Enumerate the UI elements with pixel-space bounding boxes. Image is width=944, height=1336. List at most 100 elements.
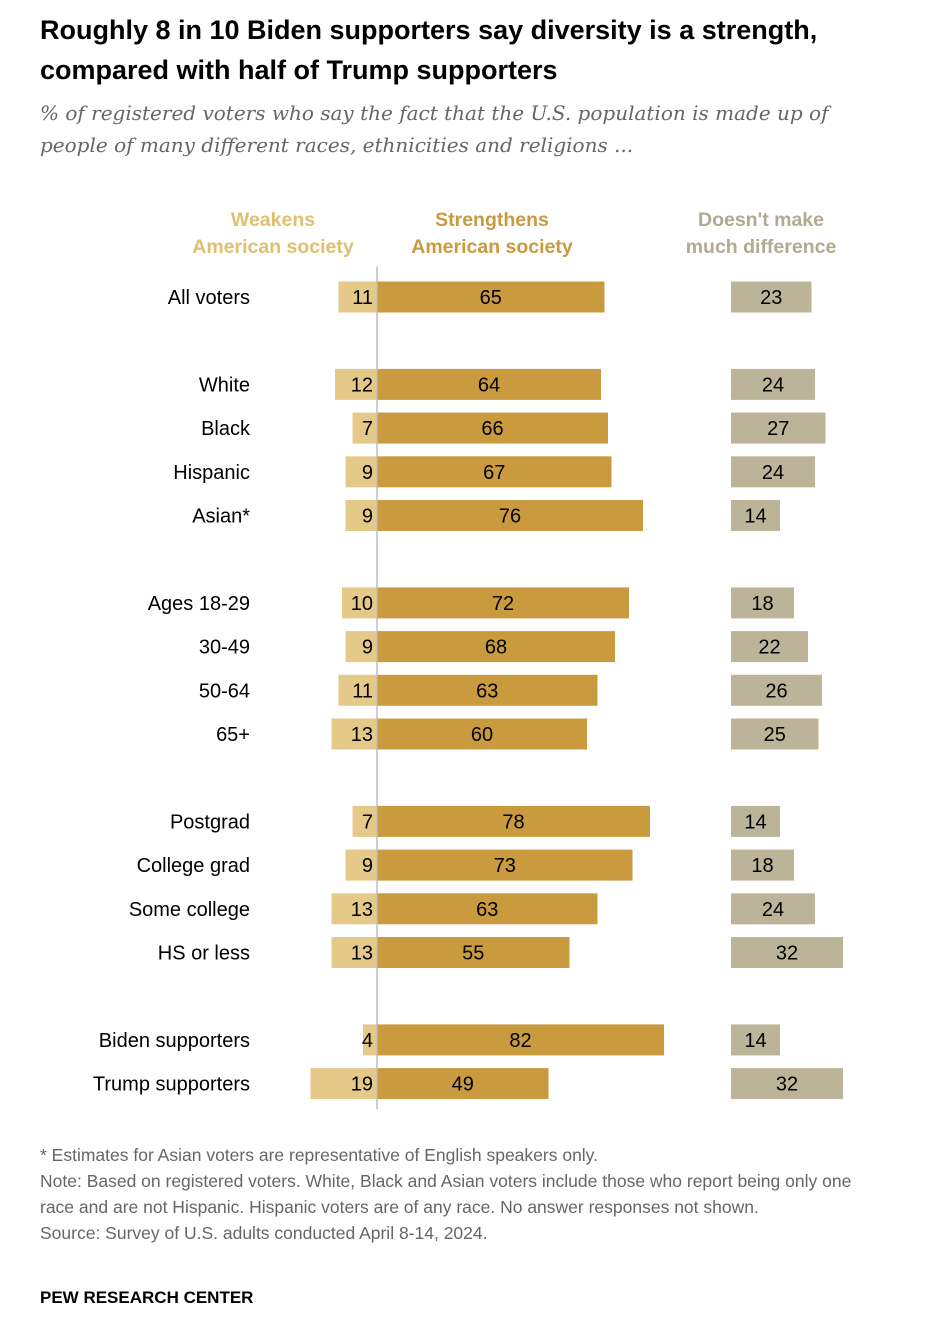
- row-label: White: [199, 374, 250, 396]
- value-label-no-difference: 25: [764, 724, 786, 746]
- bar-strengthens: [377, 937, 570, 968]
- chart-subtitle: % of registered voters who say the fact …: [40, 101, 829, 157]
- bar-strengthens: [377, 281, 605, 313]
- methodology-note: Note: Based on registered voters. White,…: [40, 1171, 852, 1217]
- value-label-no-difference: 14: [744, 506, 766, 528]
- row-label: Black: [201, 418, 251, 440]
- value-label-weakens: 9: [362, 855, 373, 877]
- value-label-no-difference: 18: [751, 855, 773, 877]
- value-label-strengthens: 72: [492, 593, 514, 615]
- bar-strengthens: [377, 456, 612, 488]
- bar-strengthens: [377, 849, 633, 881]
- bar-no-difference: [731, 587, 794, 619]
- row-label: 50-64: [199, 680, 250, 702]
- row-label: Postgrad: [170, 811, 250, 833]
- value-label-no-difference: 22: [758, 637, 780, 659]
- value-label-strengthens: 55: [462, 943, 484, 965]
- bar-strengthens: [377, 805, 650, 837]
- bar-weakens: [352, 805, 377, 837]
- chart-notes: * Estimates for Asian voters are represe…: [40, 1142, 870, 1246]
- bar-no-difference: [731, 805, 780, 837]
- bar-weakens: [331, 937, 377, 968]
- source-note: Source: Survey of U.S. adults conducted …: [40, 1223, 488, 1243]
- value-label-no-difference: 24: [762, 899, 784, 921]
- row-label: College grad: [137, 855, 250, 877]
- value-label-strengthens: 68: [485, 637, 507, 659]
- pew-research-center-logo: PEW RESEARCH CENTER: [40, 1288, 254, 1307]
- value-label-weakens: 11: [352, 287, 373, 309]
- value-label-no-difference: 32: [776, 943, 798, 965]
- value-label-no-difference: 26: [765, 680, 787, 702]
- row-label: 65+: [216, 724, 250, 746]
- value-label-strengthens: 63: [476, 680, 498, 702]
- chart-title: Roughly 8 in 10 Biden supporters say div…: [40, 15, 818, 85]
- row-label: 30-49: [199, 637, 250, 659]
- value-label-no-difference: 32: [776, 1074, 798, 1096]
- column-header-strengthens: Strengthens: [435, 209, 549, 231]
- row-label: Asian*: [192, 506, 250, 528]
- value-label-strengthens: 63: [476, 899, 498, 921]
- value-label-weakens: 7: [362, 811, 373, 833]
- bar-strengthens: [377, 1068, 549, 1100]
- row-label: Trump supporters: [93, 1074, 250, 1096]
- value-label-no-difference: 14: [744, 811, 766, 833]
- bar-strengthens: [377, 631, 615, 663]
- bar-no-difference: [731, 631, 808, 663]
- value-label-strengthens: 67: [483, 462, 505, 484]
- bar-weakens: [352, 412, 377, 444]
- value-label-strengthens: 78: [502, 811, 524, 833]
- value-label-no-difference: 14: [744, 1030, 766, 1052]
- value-label-strengthens: 65: [480, 287, 502, 309]
- bar-no-difference: [731, 368, 815, 400]
- value-label-weakens: 12: [351, 374, 373, 396]
- bar-weakens: [345, 631, 377, 663]
- value-label-strengthens: 82: [509, 1030, 531, 1052]
- bar-strengthens: [377, 718, 587, 750]
- row-label: Some college: [129, 899, 250, 921]
- bar-strengthens: [377, 412, 608, 444]
- bar-no-difference: [731, 849, 794, 881]
- value-label-weakens: 13: [351, 724, 373, 746]
- value-label-strengthens: 64: [478, 374, 500, 396]
- value-label-strengthens: 60: [471, 724, 493, 746]
- value-label-weakens: 19: [351, 1074, 373, 1096]
- bar-strengthens: [377, 893, 598, 925]
- value-label-weakens: 10: [351, 593, 373, 615]
- value-label-no-difference: 18: [751, 593, 773, 615]
- row-label: Biden supporters: [99, 1030, 250, 1052]
- value-label-weakens: 9: [362, 462, 373, 484]
- value-label-weakens: 9: [362, 506, 373, 528]
- value-label-no-difference: 27: [767, 418, 789, 440]
- bar-weakens: [331, 718, 377, 750]
- value-label-no-difference: 23: [760, 287, 782, 309]
- bar-weakens: [338, 674, 377, 706]
- bar-no-difference: [731, 281, 812, 313]
- bar-no-difference: [731, 456, 815, 488]
- row-label: Ages 18-29: [148, 593, 250, 615]
- bar-strengthens: [377, 674, 598, 706]
- value-label-weakens: 13: [351, 943, 373, 965]
- asterisk-note: * Estimates for Asian voters are represe…: [40, 1145, 599, 1165]
- value-label-no-difference: 24: [762, 374, 784, 396]
- value-label-weakens: 4: [362, 1030, 373, 1052]
- bar-no-difference: [731, 500, 780, 531]
- bar-weakens: [345, 849, 377, 881]
- bar-weakens: [335, 368, 377, 400]
- bar-strengthens: [377, 368, 601, 400]
- value-label-weakens: 11: [352, 680, 373, 702]
- bar-no-difference: [731, 893, 815, 925]
- row-label: HS or less: [158, 943, 250, 965]
- bar-no-difference: [731, 412, 826, 444]
- value-label-strengthens: 76: [499, 506, 521, 528]
- bar-strengthens: [377, 1024, 664, 1056]
- bar-no-difference: [731, 674, 822, 706]
- column-header-weakens: Weakens: [231, 209, 315, 231]
- row-label: All voters: [168, 287, 250, 309]
- bar-weakens: [363, 1024, 377, 1056]
- column-header-no_difference: much difference: [686, 236, 837, 258]
- value-label-strengthens: 73: [494, 855, 516, 877]
- value-label-strengthens: 49: [452, 1074, 474, 1096]
- value-label-strengthens: 66: [481, 418, 503, 440]
- bar-strengthens: [377, 500, 643, 531]
- bar-weakens: [342, 587, 377, 619]
